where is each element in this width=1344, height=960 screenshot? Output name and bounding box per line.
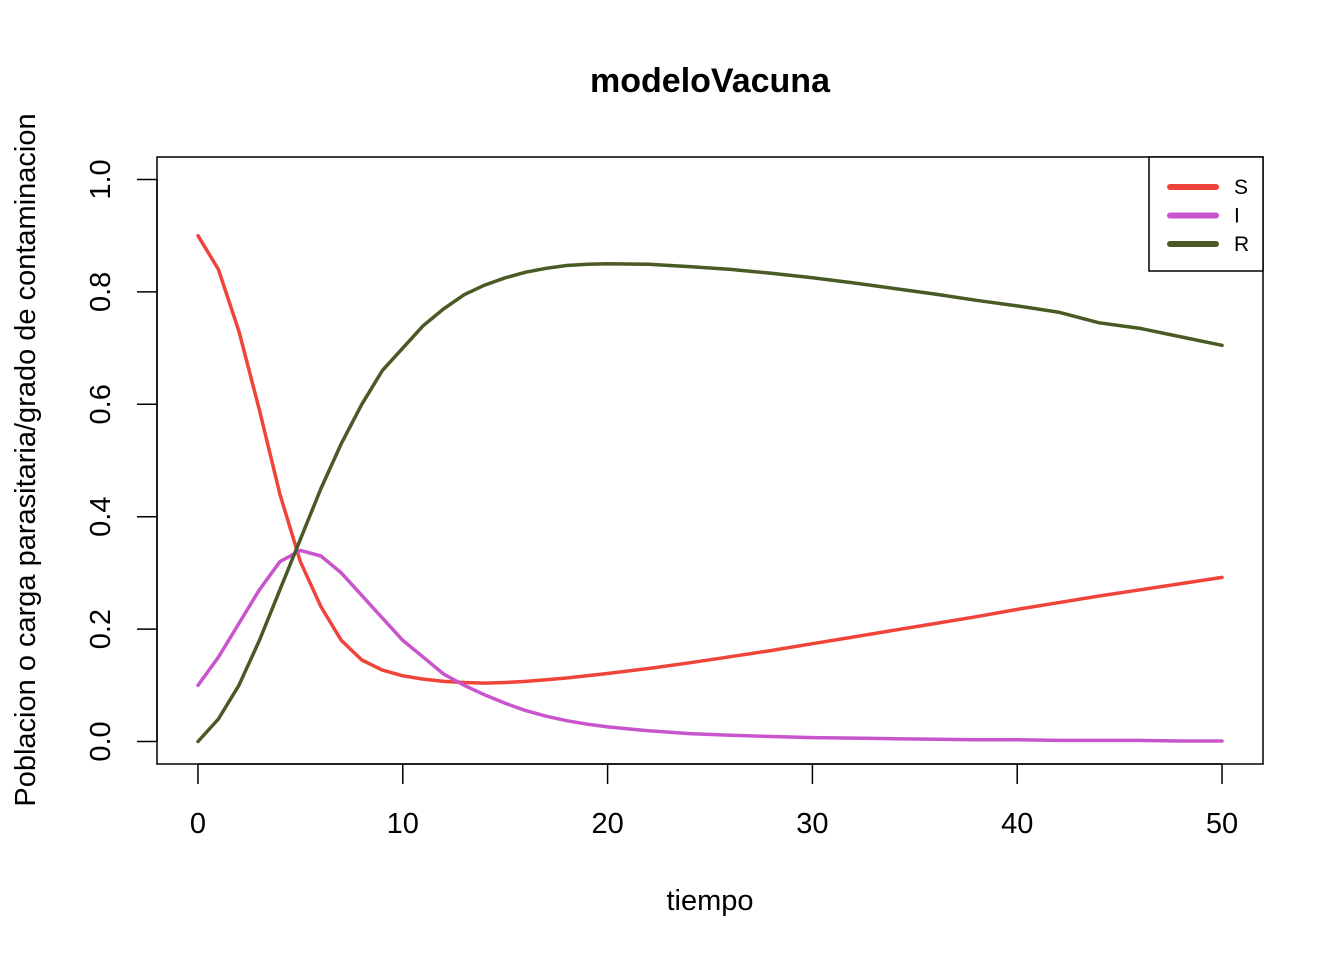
x-tick-label: 30 bbox=[796, 808, 828, 840]
series-line-s bbox=[196, 233, 1224, 685]
plot-frame bbox=[156, 156, 1264, 765]
y-tick-label: 0.6 bbox=[85, 384, 117, 424]
x-tick-label: 10 bbox=[387, 808, 419, 840]
legend: SIR bbox=[1148, 156, 1264, 272]
y-tick-label: 0.2 bbox=[85, 609, 117, 649]
legend-label-i: I bbox=[1234, 205, 1240, 228]
y-axis-label: Poblacion o carga parasitaria/grado de c… bbox=[10, 113, 42, 806]
legend-label-r: R bbox=[1234, 233, 1249, 256]
y-tick-label: 0.4 bbox=[85, 497, 117, 537]
x-tick-label: 20 bbox=[591, 808, 623, 840]
series-layer bbox=[196, 233, 1224, 744]
series-line-r bbox=[196, 262, 1224, 744]
legend-label-s: S bbox=[1234, 176, 1248, 199]
y-tick-label: 0.8 bbox=[85, 272, 117, 312]
x-axis: 0 10 20 30 40 50 bbox=[190, 763, 1238, 840]
y-tick-label: 1.0 bbox=[85, 159, 117, 199]
x-tick-label: 40 bbox=[1001, 808, 1033, 840]
y-tick-label: 0.0 bbox=[85, 721, 117, 761]
chart-title: modeloVacuna bbox=[590, 62, 831, 100]
x-tick-label: 50 bbox=[1206, 808, 1238, 840]
x-tick-label: 0 bbox=[190, 808, 206, 840]
x-axis-label: tiempo bbox=[666, 885, 753, 917]
series-line-i bbox=[196, 548, 1224, 743]
y-axis: 0.0 0.2 0.4 0.6 0.8 1.0 bbox=[85, 159, 158, 762]
